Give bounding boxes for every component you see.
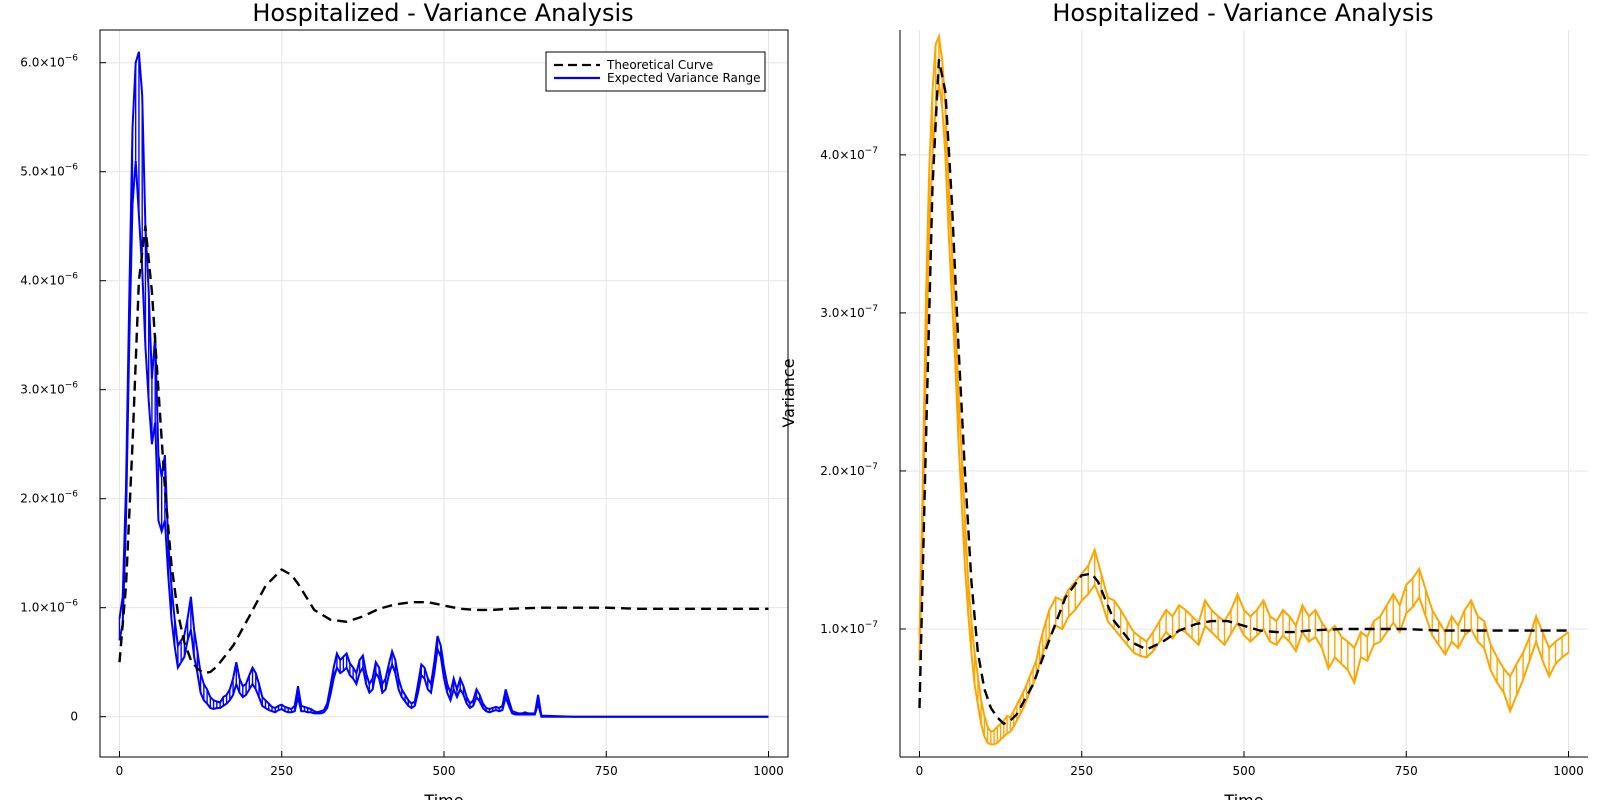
left-chart-theoretical-curve-line bbox=[118, 224, 769, 675]
right-chart-y-tick-label: 2.0×10−7 bbox=[820, 462, 878, 478]
left-chart-x-tick-label: 0 bbox=[116, 764, 124, 778]
right-chart-y-tick-label: 3.0×10−7 bbox=[820, 304, 878, 320]
right-chart-title: Hospitalized - Variance Analysis bbox=[1052, 0, 1433, 27]
right-chart-x-tick-label: 250 bbox=[1070, 764, 1093, 778]
right-chart-y-axis-label: Variance bbox=[779, 358, 798, 427]
legend-label-variance-range: Expected Variance Range bbox=[607, 71, 761, 85]
left-chart-y-tick-label: 3.0×10−6 bbox=[20, 381, 78, 397]
right-chart-x-tick-label: 1000 bbox=[1553, 764, 1584, 778]
right-chart-band-lower-line bbox=[918, 83, 1570, 746]
left-chart-series bbox=[118, 51, 769, 718]
left-chart-y-tick-label: 1.0×10−6 bbox=[20, 599, 78, 615]
right-chart-x-tick-label: 500 bbox=[1233, 764, 1256, 778]
left-chart-y-tick-label: 5.0×10−6 bbox=[20, 163, 78, 179]
left-chart-y-tick-label: 6.0×10−6 bbox=[20, 54, 78, 70]
left-chart-legend: Theoretical Curve Expected Variance Rang… bbox=[545, 51, 766, 92]
legend-label-theoretical: Theoretical Curve bbox=[606, 58, 713, 72]
left-chart-y-ticks: 0 1.0×10−6 2.0×10−6 3.0×10−6 4.0×10−6 5.0×10−… bbox=[20, 54, 106, 724]
left-chart-y-tick-label: 2.0×10−6 bbox=[20, 490, 78, 506]
right-chart-theoretical-curve-line bbox=[918, 58, 1569, 725]
right-chart-y-tick-label: 1.0×10−7 bbox=[820, 620, 878, 636]
right-chart-x-axis-label: Time bbox=[1223, 791, 1263, 800]
left-chart-title: Hospitalized - Variance Analysis bbox=[252, 0, 633, 27]
left-chart-x-tick-label: 250 bbox=[270, 764, 293, 778]
left-chart-band-lower-line bbox=[118, 160, 769, 718]
right-chart-grid bbox=[900, 30, 1588, 757]
left-chart-x-ticks: 0 250 500 750 1000 bbox=[116, 751, 784, 778]
right-chart-series bbox=[918, 32, 1570, 746]
left-chart-x-axis-label: Time bbox=[423, 791, 463, 800]
right-chart-panel: Hospitalized - Variance Analysis 0 250 500… bbox=[779, 0, 1588, 800]
left-chart-grid bbox=[100, 30, 788, 757]
left-chart-x-tick-label: 1000 bbox=[753, 764, 784, 778]
left-chart-x-tick-label: 750 bbox=[595, 764, 618, 778]
left-chart-x-tick-label: 500 bbox=[433, 764, 456, 778]
left-chart-band-upper-line bbox=[118, 51, 769, 718]
left-chart-y-tick-label: 4.0×10−6 bbox=[20, 272, 78, 288]
legend-box bbox=[545, 51, 766, 92]
right-chart-x-tick-label: 0 bbox=[916, 764, 924, 778]
right-chart-y-ticks: 1.0×10−7 2.0×10−7 3.0×10−7 4.0×10−7 bbox=[820, 146, 906, 636]
right-chart-x-ticks: 0 250 500 750 1000 bbox=[916, 751, 1584, 778]
right-chart-band-upper-line bbox=[918, 32, 1570, 733]
left-chart-y-tick-label: 0 bbox=[70, 710, 78, 724]
right-chart-y-tick-label: 4.0×10−7 bbox=[820, 146, 878, 162]
left-chart-panel: Hospitalized - Variance Analysis 0 250 500… bbox=[20, 0, 789, 800]
right-chart-x-tick-label: 750 bbox=[1395, 764, 1418, 778]
